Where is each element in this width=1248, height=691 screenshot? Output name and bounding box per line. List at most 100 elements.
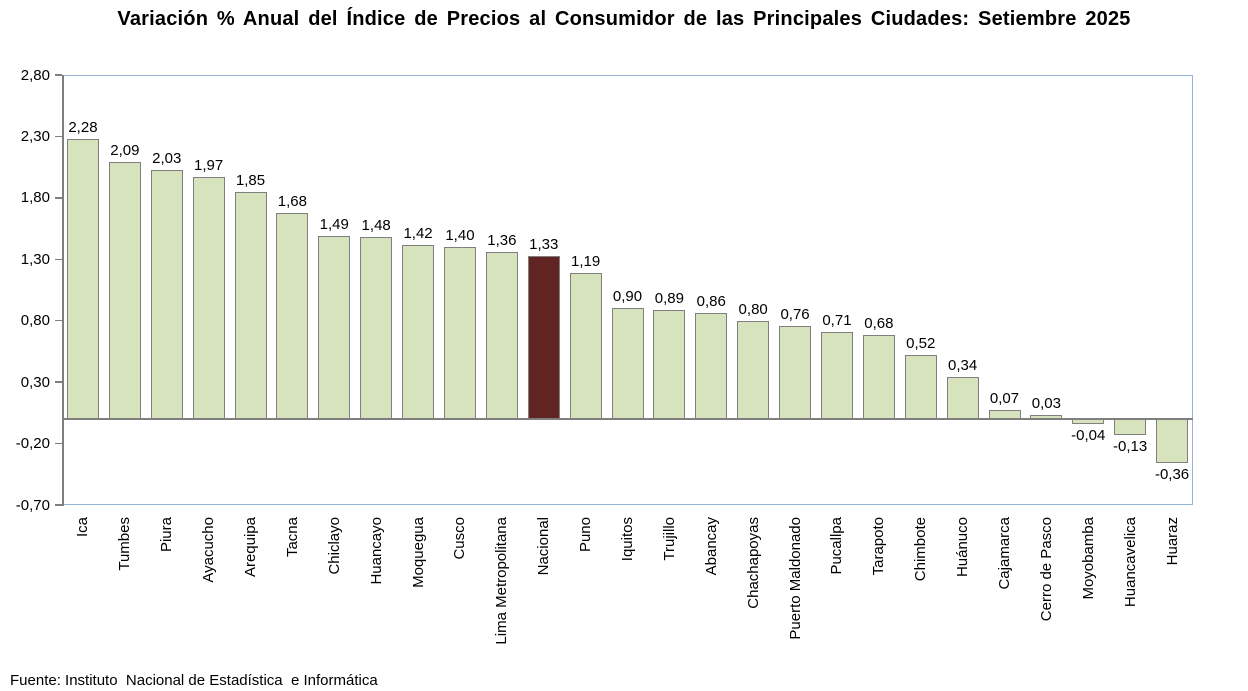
bar (862, 335, 895, 419)
bar (150, 169, 183, 419)
bar (569, 272, 602, 419)
y-tick-mark (55, 197, 62, 199)
x-tick-label: Huancavelica (1121, 517, 1139, 608)
y-tick-label: 2,80 (20, 66, 50, 84)
x-tick-label: Nacional (535, 517, 553, 576)
bar-value-label: 1,40 (445, 227, 475, 244)
bar (737, 320, 770, 419)
y-tick-label: 0,80 (20, 312, 50, 330)
bar (402, 244, 435, 419)
source-note: Fuente: Instituto Nacional de Estadístic… (10, 672, 378, 689)
x-tick-label: Moyobamba (1079, 517, 1097, 600)
bar-value-label: 2,09 (110, 142, 140, 160)
bar-value-label: 1,36 (487, 231, 517, 249)
x-tick-label: Tumbes (116, 517, 134, 571)
bar-value-label: 1,33 (529, 235, 559, 253)
x-tick-label: Chachapoyas (744, 517, 762, 609)
y-tick-mark (55, 319, 62, 322)
bar-value-label: -0,36 (1154, 466, 1190, 484)
x-tick-label: Iquitos (619, 517, 636, 562)
bar (653, 309, 686, 419)
bar-value-label: 0,68 (864, 315, 894, 333)
x-tick-label: Cajamarca (996, 517, 1013, 590)
bar-value-label: 2,03 (152, 149, 182, 167)
bar-value-label: -0,04 (1071, 426, 1106, 444)
x-tick-label: Trujillo (660, 517, 678, 561)
bar (820, 331, 853, 419)
y-tick-label: 0,30 (20, 373, 50, 391)
bar-highlight-nacional (527, 255, 560, 419)
bar-value-label: 0,76 (780, 305, 810, 323)
x-tick-label: Abancay (702, 517, 720, 576)
bar (108, 162, 141, 419)
y-axis-line (62, 75, 64, 506)
x-tick-label: Lima Metropolitana (493, 517, 511, 645)
x-tick-label: Piura (158, 517, 176, 553)
bar (1072, 419, 1105, 424)
y-tick-mark (55, 381, 62, 383)
bar (276, 212, 309, 419)
bar-value-label: 0,07 (989, 390, 1020, 408)
x-tick-label: Puerto Maldonado (786, 517, 804, 640)
bar-value-label: 0,03 (1031, 395, 1061, 413)
bar (192, 176, 225, 419)
x-tick-label: Ica (74, 517, 92, 538)
bar (904, 355, 937, 419)
bar-value-label: 0,80 (738, 300, 768, 318)
y-tick-label: 1,80 (20, 189, 50, 207)
bar-value-label: 1,42 (403, 224, 433, 242)
x-tick-label: Chiclayo (325, 517, 343, 575)
bar (695, 313, 728, 419)
bar (946, 377, 979, 419)
bar-value-label: 0,86 (696, 293, 726, 311)
y-tick-mark (55, 74, 62, 76)
bar (360, 237, 393, 419)
bar-value-label: 0,71 (822, 311, 852, 329)
bar-value-label: 1,48 (361, 217, 391, 235)
x-tick-label: Huánuco (954, 517, 972, 578)
x-tick-label: Huancayo (367, 517, 385, 585)
bar (66, 138, 99, 419)
x-tick-label: Puno (577, 517, 595, 553)
x-tick-label: Tacna (283, 517, 301, 558)
bar-value-label: 1,49 (319, 215, 349, 233)
bar-value-label: 0,89 (654, 289, 684, 307)
y-tick-label: -0,70 (15, 496, 50, 514)
bar (1114, 419, 1147, 435)
bar-value-label: 1,68 (277, 192, 307, 210)
y-tick-label: -0,20 (15, 435, 50, 453)
bar-value-label: 1,85 (235, 171, 266, 189)
bar-value-label: 0,34 (948, 357, 978, 375)
bar (611, 308, 644, 419)
zero-baseline (62, 418, 1193, 420)
x-tick-label: Pucallpa (828, 517, 846, 575)
bar (318, 235, 351, 419)
y-tick-label: 2,30 (20, 127, 50, 145)
x-tick-label: Huaraz (1163, 517, 1181, 566)
bar (988, 410, 1021, 419)
bar-value-label: 0,52 (906, 335, 936, 353)
bar (779, 325, 812, 419)
y-tick-mark (55, 504, 62, 506)
bar-value-label: 0,90 (612, 288, 643, 306)
x-tick-label: Cerro de Pasco (1037, 517, 1055, 622)
x-tick-label: Tarapoto (870, 517, 888, 576)
x-tick-label: Moquegua (409, 517, 427, 588)
x-tick-label: Ayacucho (200, 517, 218, 583)
y-tick-label: 1,30 (20, 250, 50, 268)
bar (443, 247, 476, 419)
y-tick-mark (55, 258, 62, 261)
bar-value-label: 2,28 (68, 118, 98, 136)
bar (1156, 419, 1189, 464)
x-tick-label: Arequipa (242, 517, 259, 578)
x-tick-label: Cusco (451, 517, 469, 560)
bar (1030, 415, 1063, 419)
chart-title: Variación % Anual del Índice de Precios … (117, 8, 1131, 30)
bar (485, 251, 518, 419)
bar-value-label: 1,19 (571, 252, 601, 270)
y-tick-mark (55, 135, 62, 138)
bar (234, 191, 267, 419)
bar-value-label: -0,13 (1113, 437, 1148, 455)
y-tick-mark (55, 442, 62, 445)
x-tick-label: Chimbote (912, 517, 930, 582)
